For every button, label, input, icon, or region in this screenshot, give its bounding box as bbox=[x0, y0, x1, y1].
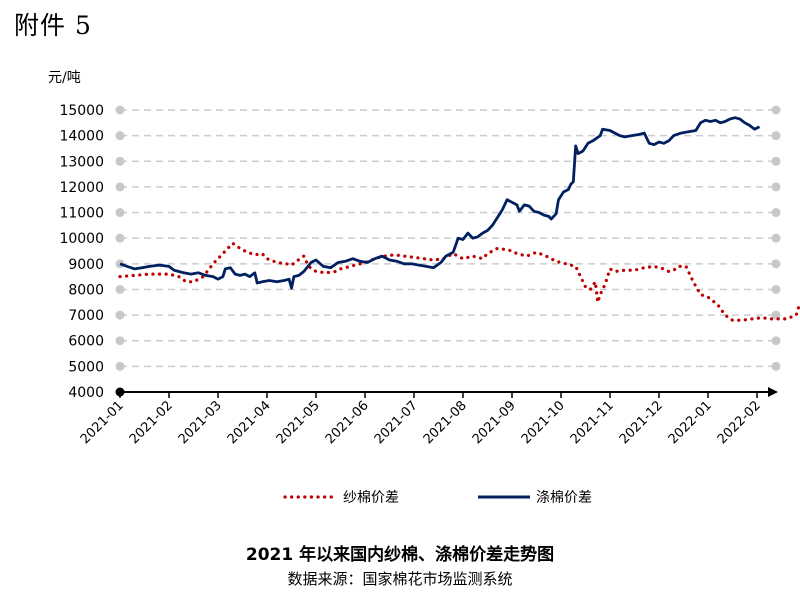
x-tick-label: 2021-07 bbox=[372, 398, 421, 447]
gridline-start-dot bbox=[115, 361, 125, 371]
y-tick-label: 11000 bbox=[59, 206, 104, 222]
gridline-start-dot bbox=[115, 105, 125, 115]
gridline-start-dot bbox=[115, 284, 125, 294]
y-tick-label: 4000 bbox=[68, 385, 104, 401]
x-tick-label: 2021-09 bbox=[470, 398, 519, 447]
series-polyester-cotton-line bbox=[119, 116, 761, 290]
gridline-start-dot bbox=[115, 310, 125, 320]
gridline-start-dot bbox=[115, 208, 125, 218]
x-tick-label: 2021-02 bbox=[127, 398, 176, 447]
y-tick-label: 10000 bbox=[59, 231, 104, 247]
y-tick-label: 7000 bbox=[68, 308, 104, 324]
y-tick-label: 6000 bbox=[68, 334, 104, 350]
x-tick-label: 2021-12 bbox=[617, 398, 666, 447]
gridline-end-dot bbox=[771, 182, 781, 192]
y-tick-label: 14000 bbox=[59, 129, 104, 145]
x-tick-label: 2021-03 bbox=[176, 398, 225, 447]
gridline-end-dot bbox=[771, 233, 781, 243]
x-tick-label: 2021-11 bbox=[568, 398, 617, 447]
gridline-end-dot bbox=[771, 284, 781, 294]
data-source: 数据来源：国家棉花市场监测系统 bbox=[287, 570, 513, 588]
x-tick-label: 2021-08 bbox=[421, 398, 470, 447]
gridline-end-dot bbox=[771, 131, 781, 141]
x-tick-label: 2022-01 bbox=[666, 398, 715, 447]
gridline-start-dot bbox=[115, 131, 125, 141]
gridline-end-dot bbox=[771, 361, 781, 371]
gridline-start-dot bbox=[115, 182, 125, 192]
attachment-label: 附件 5 bbox=[14, 11, 92, 40]
grid-layer bbox=[115, 105, 781, 371]
y-tick-label: 9000 bbox=[68, 257, 104, 273]
y-tick-label: 15000 bbox=[59, 103, 104, 119]
x-tick-label: 2021-10 bbox=[519, 398, 568, 447]
gridline-end-dot bbox=[771, 259, 781, 269]
legend-label: 涤棉价差 bbox=[536, 489, 592, 506]
gridline-end-dot bbox=[771, 208, 781, 218]
axis-layer: 4000 5000 6000 7000 8000 9000 10000 11000 12000 1… bbox=[48, 70, 778, 447]
x-tick-label: 2021-05 bbox=[274, 398, 323, 447]
gridline-end-dot bbox=[771, 156, 781, 166]
series-layer bbox=[118, 116, 800, 322]
x-tick-label: 2021-01 bbox=[78, 398, 127, 447]
series-yarn-cotton-line bbox=[118, 241, 800, 322]
chart-title: 2021 年以来国内纱棉、涤棉价差走势图 bbox=[245, 545, 555, 565]
legend: 纱棉价差 涤棉价差 bbox=[283, 489, 592, 506]
gridline-end-dot bbox=[771, 105, 781, 115]
gridline-start-dot bbox=[115, 233, 125, 243]
y-tick-label: 5000 bbox=[68, 359, 104, 375]
y-axis-label: 元/吨 bbox=[48, 70, 81, 86]
x-axis-arrow bbox=[768, 387, 778, 397]
x-tick-label: 2022-02 bbox=[715, 398, 764, 447]
legend-label: 纱棉价差 bbox=[343, 489, 399, 506]
gridline-start-dot bbox=[115, 156, 125, 166]
gridline-end-dot bbox=[771, 336, 781, 346]
x-tick-label: 2021-06 bbox=[323, 398, 372, 447]
y-tick-label: 13000 bbox=[59, 154, 104, 170]
x-tick-label: 2021-04 bbox=[225, 398, 274, 447]
gridline-start-dot bbox=[115, 336, 125, 346]
y-tick-label: 8000 bbox=[68, 282, 104, 298]
y-tick-label: 12000 bbox=[59, 180, 104, 196]
